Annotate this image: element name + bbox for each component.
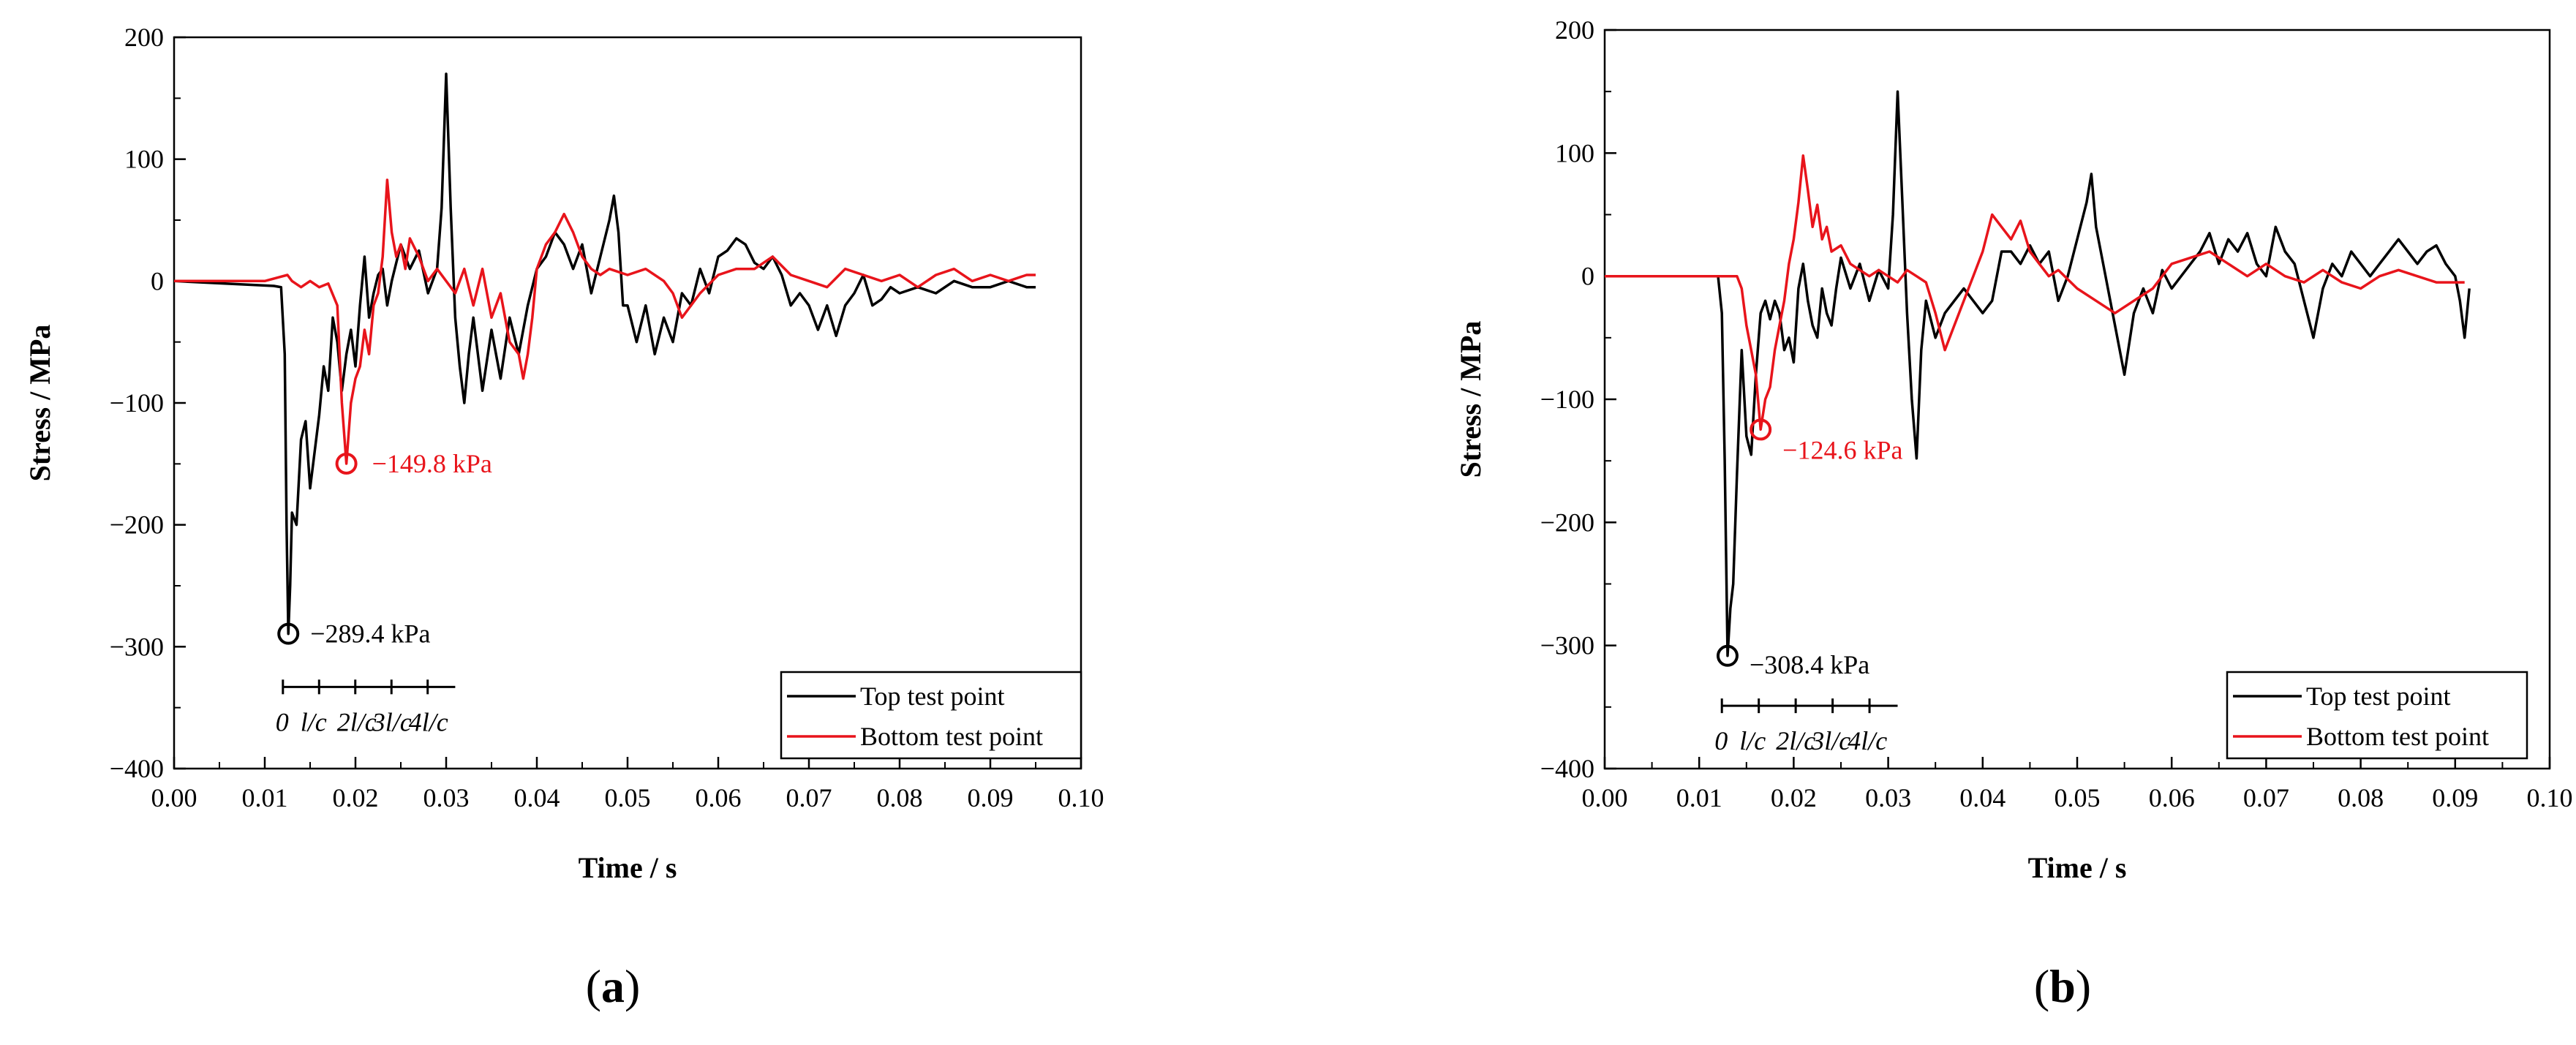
panel-b-y-tick-label: −200	[1540, 508, 1594, 537]
panel-b-y-tick-label: 200	[1555, 15, 1594, 45]
panel-b-annotation-marker	[1716, 644, 1739, 667]
panel-b-series-bottom-test-point	[1605, 154, 2465, 431]
panel-b-x-tick-label: 0.00	[1582, 783, 1628, 812]
panel-b-y-tick-label: −100	[1540, 385, 1594, 414]
panel-a-scale-bar-label: 0	[276, 707, 289, 736]
panel-a-scale-bar-label: 4l/c	[409, 707, 448, 736]
panel-a-x-tick-label: 0.07	[786, 783, 832, 812]
panel-a-x-tick-label: 0.08	[877, 783, 923, 812]
panel-b-legend-label: Top test point	[2306, 682, 2450, 711]
panel-a-y-axis-title: Stress / MPa	[23, 325, 56, 482]
panel-b-annotation-label: −308.4 kPa	[1750, 650, 1869, 679]
panel-a-scale-bar-label: 2l/c	[337, 707, 377, 736]
panel-b-x-tick-label: 0.10	[2527, 783, 2573, 812]
panel-a-x-tick-label: 0.00	[151, 783, 197, 812]
panel-a-y-tick-label: 0	[151, 266, 164, 295]
panel-a-y-tick-label: −200	[110, 510, 164, 540]
panel-a-x-tick-label: 0.09	[968, 783, 1014, 812]
panel-b-x-tick-label: 0.01	[1676, 783, 1722, 812]
panel-a-y-tick-label: 200	[124, 23, 164, 52]
panel-a-x-tick-label: 0.03	[423, 783, 470, 812]
panel-a-label: (a)	[586, 960, 641, 1012]
panel-a-y-tick-label: 100	[124, 145, 164, 174]
panel-b-x-tick-label: 0.09	[2432, 783, 2478, 812]
panel-b-y-tick-label: 0	[1581, 262, 1594, 291]
panel-b: 0.00 0.01 0.02 0.03 0.04 0.05 0.06 0.07 0.08 0.09…	[1454, 15, 2573, 1012]
panel-b-plot-frame	[1603, 29, 2551, 770]
panel-b-legend	[2226, 671, 2528, 760]
panel-b-y-axis-title: Stress / MPa	[1454, 321, 1487, 478]
panel-b-legend-label: Bottom test point	[2306, 722, 2489, 751]
panel-a-annotation-label: −289.4 kPa	[310, 619, 430, 649]
panel-a-series-top-test-point	[174, 72, 1036, 635]
panel-a-annotation-marker	[335, 453, 358, 475]
panel-b-y-tick-label: 100	[1555, 138, 1594, 167]
panel-b-x-tick-label: 0.07	[2243, 783, 2289, 812]
panel-a-scale-bar-label: 3l/c	[372, 707, 412, 736]
panel-b-y-tick-label: −400	[1540, 754, 1594, 783]
panel-a-x-tick-label: 0.10	[1058, 783, 1104, 812]
panel-b-series-top-test-point	[1605, 90, 2471, 657]
panel-b-scale-bar-label: 4l/c	[1848, 726, 1887, 755]
panel-a-legend	[780, 671, 1082, 760]
panel-b-scale-bar-label: 2l/c	[1776, 726, 1815, 755]
panel-a-y-tick-label: −300	[110, 632, 164, 661]
panel-a-series-bottom-test-point	[174, 178, 1036, 465]
panel-a: 0.00 0.01 0.02 0.03 0.04 0.05 0.06 0.07 0.08 0.09…	[23, 23, 1104, 1012]
panel-a-x-tick-label: 0.05	[605, 783, 651, 812]
panel-a-legend-label: Top test point	[860, 682, 1004, 711]
panel-a-x-tick-label: 0.02	[333, 783, 379, 812]
panel-b-scale-bar-label: 3l/c	[1810, 726, 1850, 755]
panel-a-scale-bar-label: l/c	[301, 707, 327, 736]
panel-b-label: (b)	[2034, 960, 2091, 1012]
panel-a-annotation-label: −149.8 kPa	[372, 449, 492, 478]
panel-b-x-tick-label: 0.05	[2055, 783, 2101, 812]
panel-b-scale-bar-label: l/c	[1739, 726, 1766, 755]
panel-b-annotation-marker	[1750, 418, 1772, 441]
panel-b-x-tick-label: 0.02	[1771, 783, 1817, 812]
panel-b-scale-bar-label: 0	[1714, 726, 1728, 755]
panel-a-x-tick-label: 0.06	[696, 783, 742, 812]
panel-b-x-axis-title: Time / s	[2028, 851, 2127, 884]
panel-a-x-axis-title: Time / s	[579, 851, 677, 884]
panel-a-y-tick-label: −100	[110, 388, 164, 418]
panel-a-plot-frame	[173, 36, 1082, 770]
panel-a-y-tick-label: −400	[110, 754, 164, 783]
panel-b-x-tick-label: 0.06	[2149, 783, 2195, 812]
panel-b-x-tick-label: 0.08	[2338, 783, 2384, 812]
panel-a-annotation-marker	[277, 622, 300, 645]
panel-b-x-tick-label: 0.04	[1959, 783, 2006, 812]
panel-a-legend-label: Bottom test point	[860, 722, 1043, 751]
panel-a-x-tick-label: 0.04	[514, 783, 560, 812]
panel-b-annotation-label: −124.6 kPa	[1782, 435, 1902, 464]
panel-b-y-tick-label: −300	[1540, 631, 1594, 660]
panel-a-x-tick-label: 0.01	[242, 783, 288, 812]
panel-b-x-tick-label: 0.03	[1865, 783, 1911, 812]
